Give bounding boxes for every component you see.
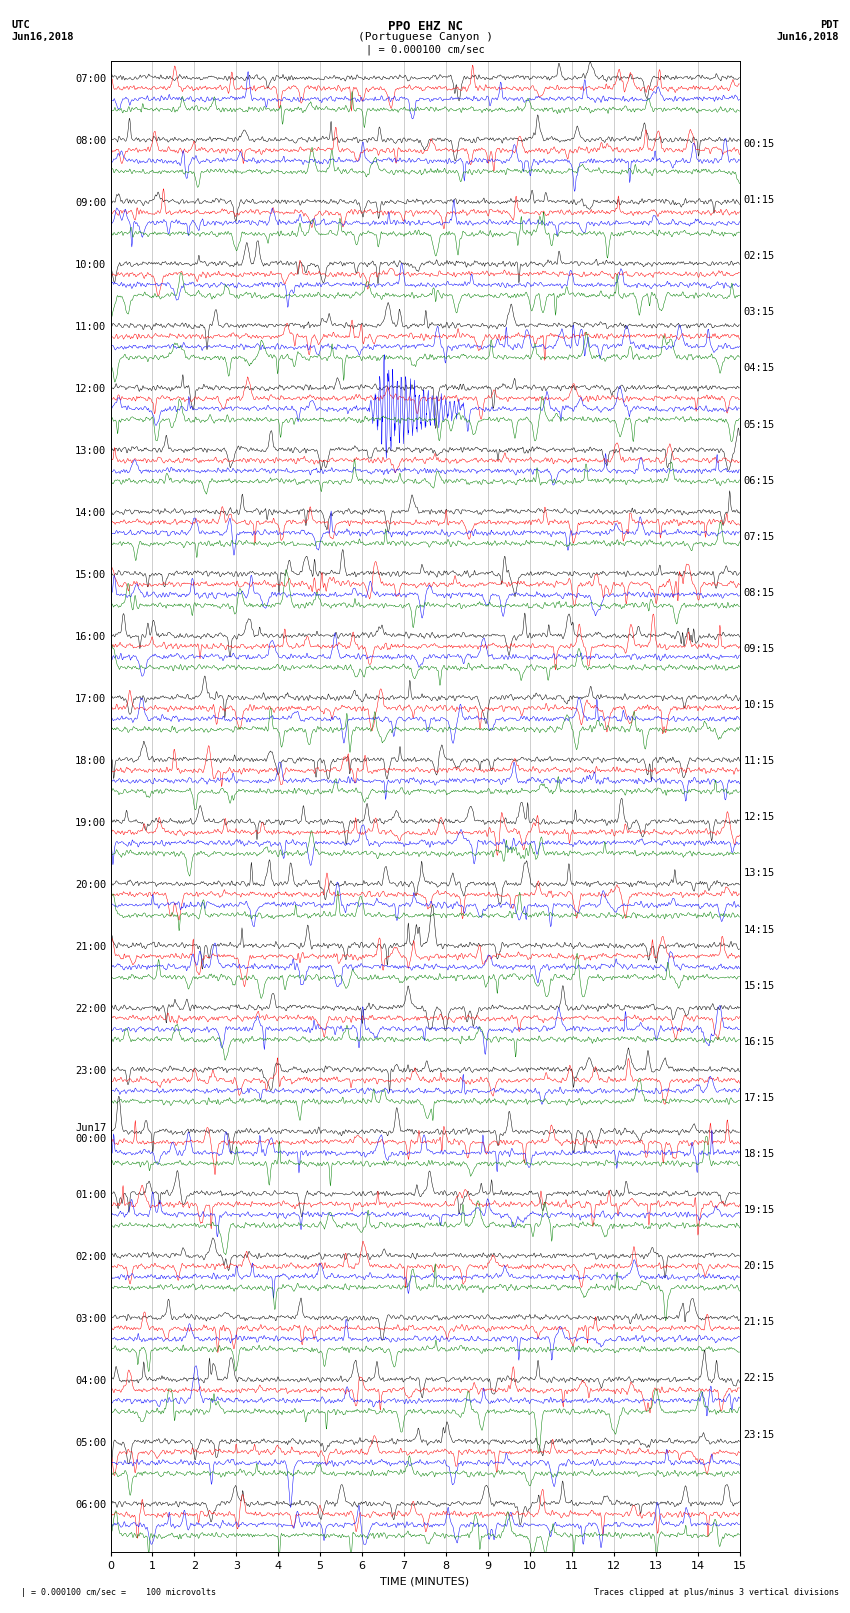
Text: | = 0.000100 cm/sec =    100 microvolts: | = 0.000100 cm/sec = 100 microvolts <box>11 1587 216 1597</box>
Text: | = 0.000100 cm/sec: | = 0.000100 cm/sec <box>366 44 484 55</box>
Text: PPO EHZ NC: PPO EHZ NC <box>388 19 462 34</box>
X-axis label: TIME (MINUTES): TIME (MINUTES) <box>381 1576 469 1586</box>
Text: UTC: UTC <box>11 19 30 31</box>
Text: PDT: PDT <box>820 19 839 31</box>
Text: Jun16,2018: Jun16,2018 <box>11 32 74 42</box>
Text: Traces clipped at plus/minus 3 vertical divisions: Traces clipped at plus/minus 3 vertical … <box>594 1587 839 1597</box>
Text: Jun16,2018: Jun16,2018 <box>776 32 839 42</box>
Text: (Portuguese Canyon ): (Portuguese Canyon ) <box>358 32 492 42</box>
